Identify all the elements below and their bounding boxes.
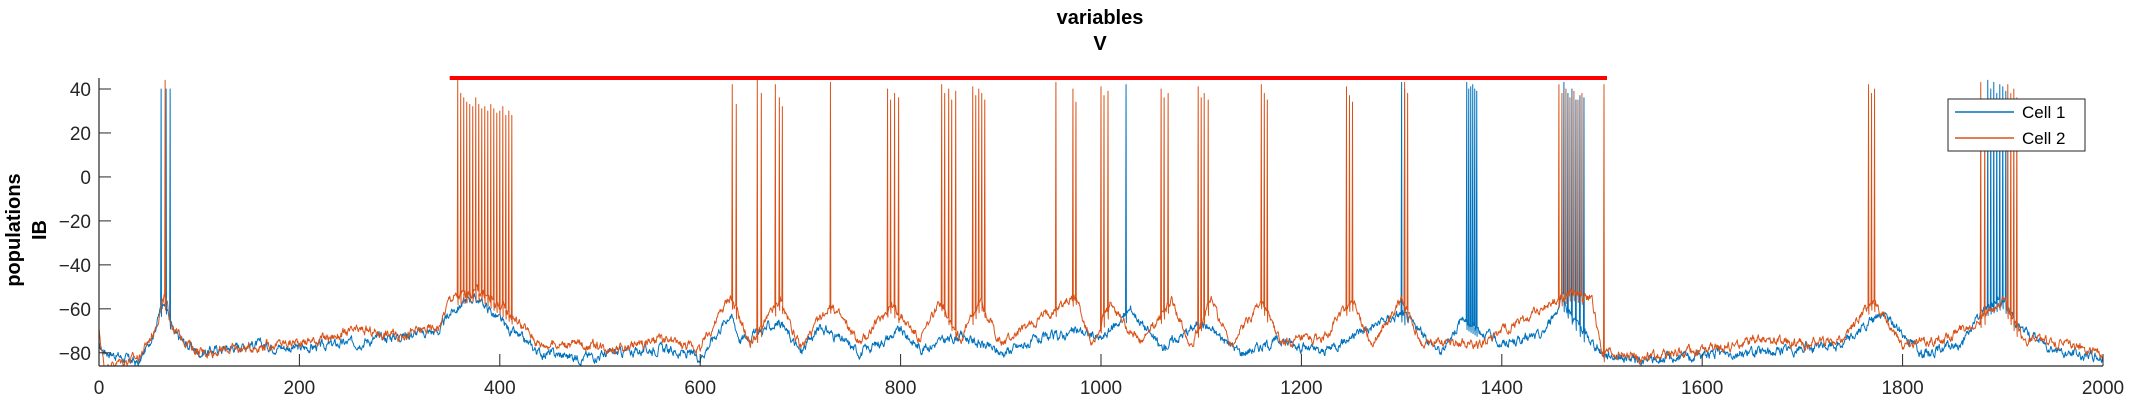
y-tick-label: −80 [59, 344, 91, 365]
series-line-cell-2 [98, 79, 2104, 367]
y-tick-label: −20 [59, 212, 91, 233]
legend-box [1947, 98, 2086, 152]
legend[interactable]: Cell 1 Cell 2 [1947, 98, 2086, 152]
legend-label-cell-2: Cell 2 [2022, 129, 2065, 148]
x-tick-label: 400 [484, 378, 516, 399]
y-tick-label: 0 [80, 168, 91, 189]
chart-title-line-2: V [1093, 33, 1107, 55]
x-ticks: 0 200 400 600 800 1000 1200 1400 1600 1800 2000 [94, 354, 2124, 399]
x-tick-label: 600 [684, 378, 716, 399]
series-layer [98, 79, 2104, 367]
y-axis-label-line-1: populations [3, 173, 25, 286]
chart-title-line-1: variables [1057, 7, 1144, 29]
x-tick-label: 2000 [2082, 378, 2124, 399]
y-axis-label-line-2: IB [29, 220, 51, 240]
y-tick-label: 20 [70, 124, 91, 145]
y-tick-label: 40 [70, 80, 91, 101]
y-tick-label: −60 [59, 300, 91, 321]
x-tick-label: 1000 [1080, 378, 1122, 399]
x-tick-label: 1400 [1481, 378, 1523, 399]
legend-label-cell-1: Cell 1 [2022, 103, 2065, 122]
x-tick-label: 800 [885, 378, 917, 399]
y-ticks: −80 −60 −40 −20 0 20 40 [59, 80, 111, 365]
x-tick-label: 200 [284, 378, 316, 399]
x-tick-label: 1800 [1881, 378, 1923, 399]
x-tick-label: 0 [94, 378, 105, 399]
x-tick-label: 1600 [1681, 378, 1723, 399]
x-tick-label: 1200 [1280, 378, 1322, 399]
y-tick-label: −40 [59, 256, 91, 277]
